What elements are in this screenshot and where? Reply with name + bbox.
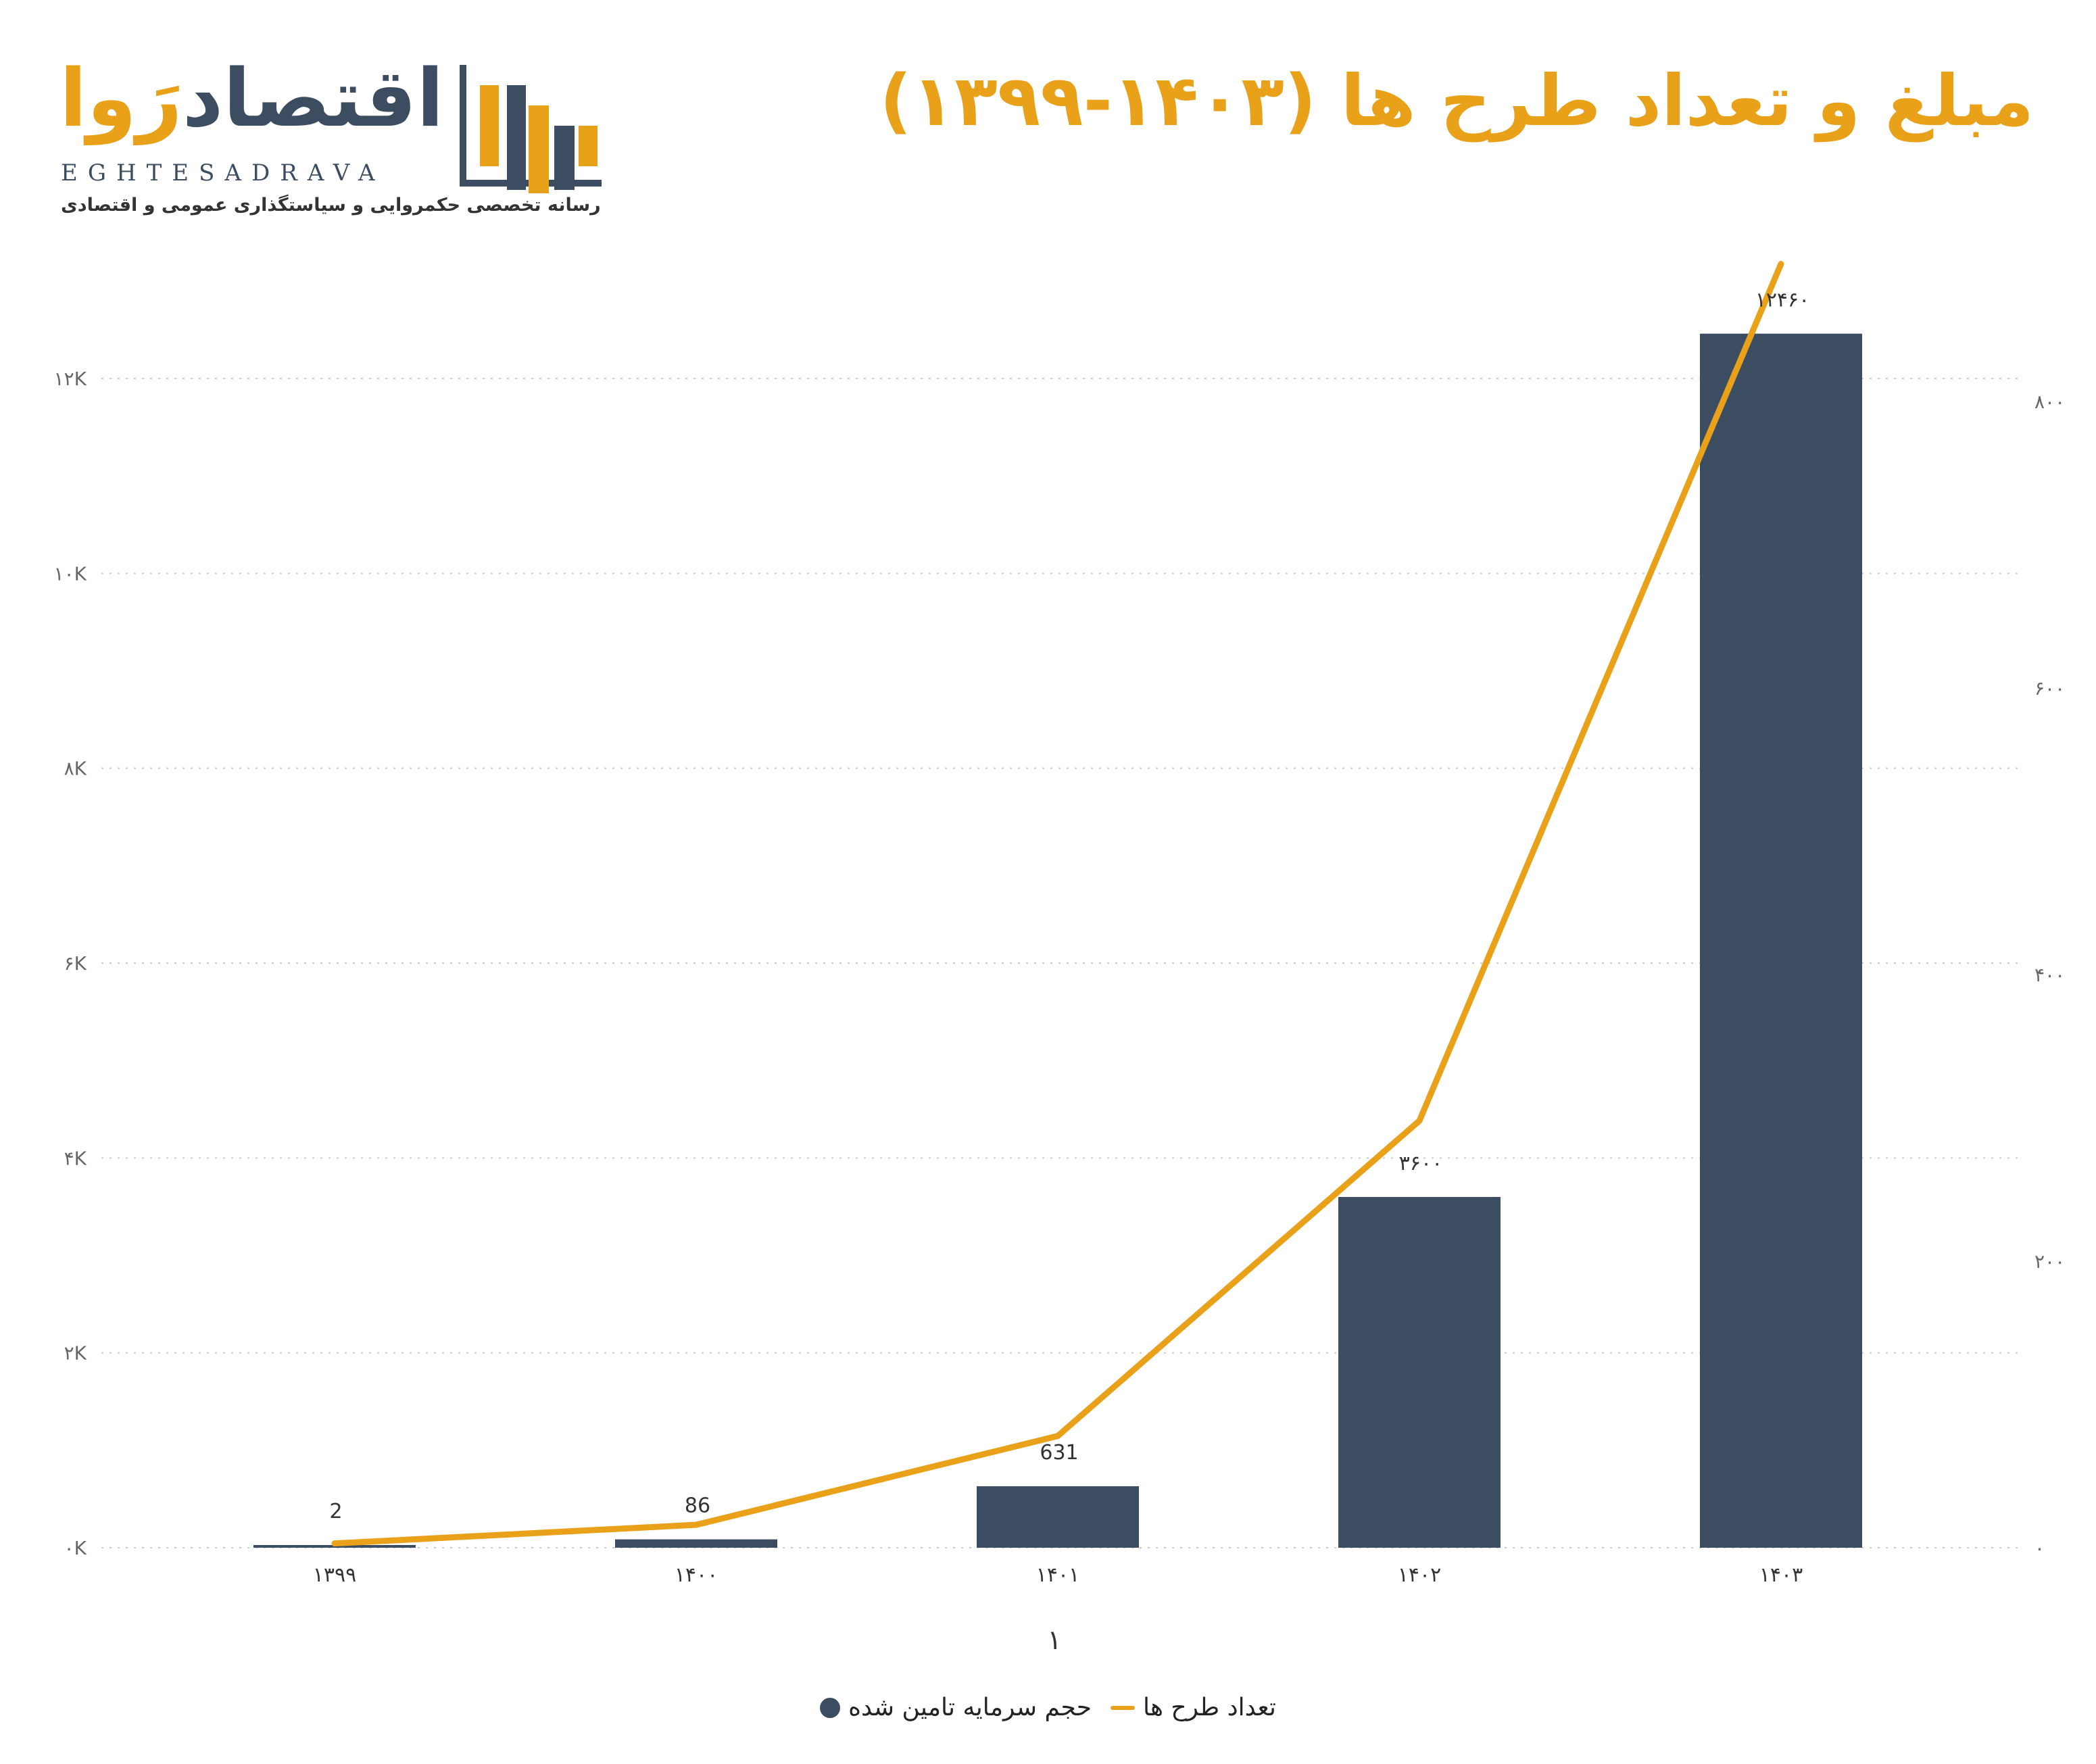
legend-item-line[interactable]: تعداد طرح ها [1110,1694,1276,1721]
x-tick-label: ۱۳۹۹ [313,1563,356,1587]
y-right-tick-label: ۸۰۰ [2034,391,2065,413]
bar[interactable] [977,1486,1139,1548]
y-left-tick-label: ۸K [64,758,87,780]
bars [253,333,1862,1548]
data-labels: 2 86 631 ۳۶۰۰ ۱۲۴۶۰ [329,289,1809,1523]
logo-mark-icon [460,65,602,193]
y-left-tick-label: ۶K [64,952,87,975]
x-tick-label: ۱۴۰۳ [1759,1563,1803,1587]
y-right-tick-label: ۲۰۰ [2034,1250,2065,1273]
line-path [331,260,1784,1547]
logo: اقتصادرَوا EGHTESADRAVA رسانه تخصصی حکمر… [54,58,615,227]
y-left-tick-label: ۰K [64,1537,87,1559]
line-swatch-icon [1110,1705,1135,1710]
logo-latin-name: EGHTESADRAVA [61,160,385,187]
x-tick-label: ۱۴۰۱ [1036,1563,1079,1587]
y-right-tick-label: ۴۰۰ [2034,964,2065,986]
bar-data-label: ۳۶۰۰ [1399,1152,1442,1175]
bar-data-label: 631 [1040,1441,1078,1465]
y-right-tick-label: ۰ [2034,1537,2045,1559]
logo-wordmark: اقتصادرَوا [59,58,444,138]
x-tick-label: ۱۴۰۰ [675,1563,718,1587]
y-left-tick-label: ۱۰K [54,562,87,585]
bar-swatch-icon [820,1697,841,1718]
legend-line-label: تعداد طرح ها [1142,1694,1276,1721]
bar[interactable] [1700,333,1862,1548]
logo-wordmark-part-a: اقتصاد [182,51,444,145]
x-axis-title: ۱ [1047,1625,1062,1656]
bar-data-label: 2 [329,1500,342,1523]
logo-tagline: رسانه تخصصی حکمروایی و سیاستگذاری عمومی … [61,195,601,216]
y-left-tick-label: ۱۲K [54,368,87,390]
bar-data-label: ۱۲۴۶۰ [1755,289,1810,312]
line-series [331,260,1784,1547]
legend-bar-label: حجم سرمایه تامین شده [848,1694,1092,1721]
legend: تعداد طرح ها حجم سرمایه تامین شده [0,1694,2096,1721]
bar[interactable] [1338,1197,1501,1548]
axes: ۰K ۲K ۴K ۶K ۸K ۱۰K ۱۲K ۰ ۲۰۰ ۴۰۰ ۶۰۰ ۸۰۰ ۱۳۹۹ ۱۴۰۰ ۱۴۰… [54,368,2066,1587]
y-left-tick-label: ۴K [64,1147,87,1169]
y-left-tick-label: ۲K [64,1342,87,1365]
bar-data-label: 86 [685,1494,710,1518]
chart-title: مبلغ و تعداد طرح ها (۱۴۰۳-۱۳۹۹) [879,59,2034,142]
bar[interactable] [615,1539,777,1548]
y-right-tick-label: ۶۰۰ [2034,677,2065,700]
logo-wordmark-part-b: رَوا [59,51,182,145]
x-tick-label: ۱۴۰۲ [1398,1563,1441,1587]
legend-item-bar[interactable]: حجم سرمایه تامین شده [820,1694,1092,1721]
